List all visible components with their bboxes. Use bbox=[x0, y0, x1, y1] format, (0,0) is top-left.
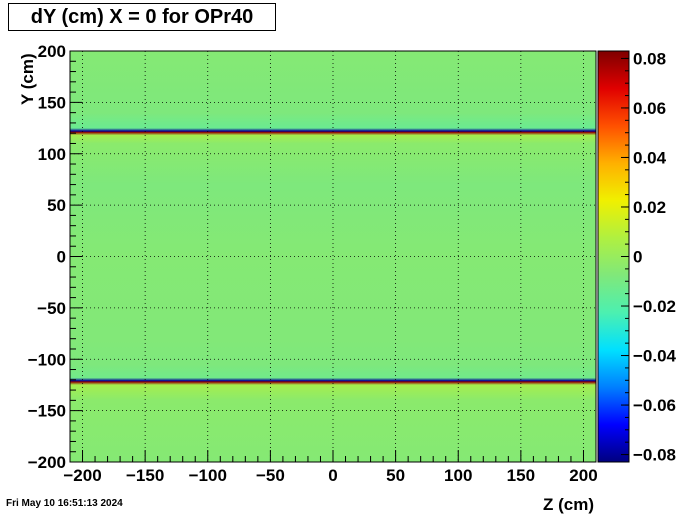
colorbar-ticks: 0.08 0.06 0.04 0.02 0 −0.02 −0.04 −0.06 −0.08 bbox=[621, 49, 677, 465]
x-tick-label: 0 bbox=[328, 466, 337, 485]
colorbar-tick-label: 0.02 bbox=[633, 198, 666, 217]
timestamp: Fri May 10 16:51:13 2024 bbox=[6, 498, 123, 509]
y-tick-labels: −200 −150 −100 −50 0 50 100 150 200 bbox=[28, 42, 66, 472]
x-tick-label: −150 bbox=[126, 466, 164, 485]
x-tick-label: 50 bbox=[386, 466, 405, 485]
y-tick-label: −100 bbox=[28, 350, 66, 369]
y-tick-label: −200 bbox=[28, 453, 66, 472]
colorbar-tick-label: −0.06 bbox=[633, 396, 676, 415]
colorbar-tick-label: 0.04 bbox=[633, 148, 667, 167]
plot-frame bbox=[69, 50, 597, 463]
colorbar-tick-label: 0 bbox=[633, 248, 642, 267]
x-tick-label: 200 bbox=[569, 466, 597, 485]
x-tick-label: 150 bbox=[507, 466, 535, 485]
y-tick-label: 0 bbox=[57, 248, 66, 267]
plot-area bbox=[70, 51, 596, 462]
x-axis-label: Z (cm) bbox=[543, 495, 594, 514]
y-tick-label: 50 bbox=[47, 196, 66, 215]
y-axis-label: Y (cm) bbox=[18, 53, 37, 105]
colorbar-tick-label: 0.08 bbox=[633, 49, 666, 68]
x-tick-label: −50 bbox=[256, 466, 285, 485]
x-tick-labels: −200 −150 −100 −50 0 50 100 150 200 bbox=[63, 466, 597, 485]
x-tick-label: 100 bbox=[444, 466, 472, 485]
y-tick-label: −50 bbox=[37, 299, 66, 318]
y-tick-label: 150 bbox=[38, 93, 66, 112]
chart-title: dY (cm) X = 0 for OPr40 bbox=[8, 3, 276, 31]
colorbar-tick-label: 0.06 bbox=[633, 99, 666, 118]
colorbar-tick-label: −0.04 bbox=[633, 347, 677, 366]
grid-lines bbox=[70, 50, 596, 463]
y-tick-label: 200 bbox=[38, 42, 66, 61]
x-tick-label: −100 bbox=[189, 466, 227, 485]
colorbar-tick-label: −0.02 bbox=[633, 297, 676, 316]
x-tick-label: −200 bbox=[63, 466, 101, 485]
axis-ticks bbox=[69, 50, 597, 463]
y-tick-label: −150 bbox=[28, 402, 66, 421]
colorbar-tick-label: −0.08 bbox=[633, 446, 676, 465]
y-tick-label: 100 bbox=[38, 145, 66, 164]
